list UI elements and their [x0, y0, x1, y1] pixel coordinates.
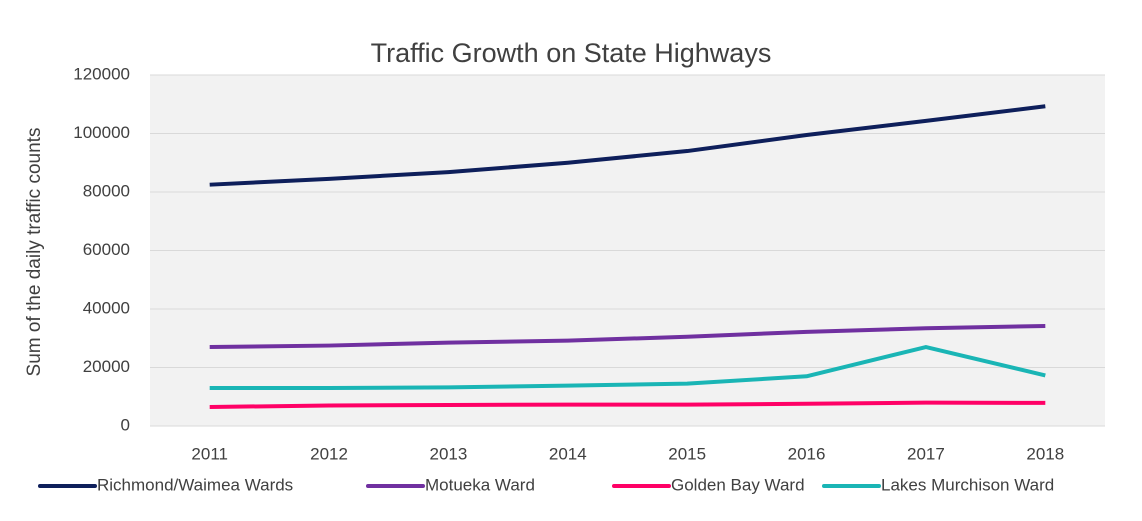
y-axis-title: Sum of the daily traffic counts	[24, 128, 45, 377]
legend-label: Lakes Murchison Ward	[881, 475, 1054, 494]
line-series	[209, 104, 1046, 187]
legend-label: Golden Bay Ward	[671, 475, 805, 494]
y-tick-label: 0	[121, 415, 130, 434]
x-tick-label: 2018	[1026, 444, 1064, 463]
legend-label: Richmond/Waimea Wards	[97, 475, 293, 494]
y-tick-label: 60000	[83, 240, 130, 259]
legend-label: Motueka Ward	[425, 475, 535, 494]
x-tick-label: 2014	[549, 444, 587, 463]
y-tick-label: 120000	[73, 64, 130, 83]
y-tick-label: 20000	[83, 357, 130, 376]
x-tick-label: 2016	[788, 444, 826, 463]
x-tick-label: 2017	[907, 444, 945, 463]
x-tick-label: 2015	[668, 444, 706, 463]
y-tick-label: 100000	[73, 123, 130, 142]
x-tick-label: 2012	[310, 444, 348, 463]
x-tick-label: 2011	[191, 444, 228, 463]
x-tick-label: 2013	[430, 444, 468, 463]
line-series	[209, 323, 1046, 350]
line-series	[209, 345, 1046, 390]
y-tick-label: 80000	[83, 181, 130, 200]
line-series	[209, 400, 1046, 409]
chart-title: Traffic Growth on State Highways	[371, 38, 772, 68]
y-tick-label: 40000	[83, 298, 130, 317]
